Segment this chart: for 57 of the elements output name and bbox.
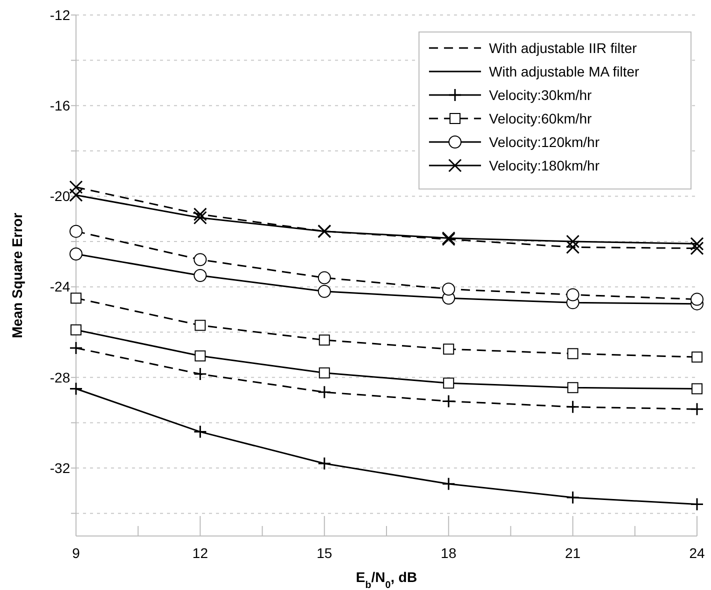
point [69,341,83,355]
point [70,224,82,238]
x-tick-label: 18 [440,545,457,561]
point [567,382,578,394]
y-tick-label: -12 [50,6,70,23]
y-tick-label: -24 [50,278,70,295]
point [69,180,83,194]
point [318,271,331,284]
y-axis-title: Mean Square Error [9,212,25,338]
point [566,234,580,248]
point [690,237,704,251]
x-tick-label: 12 [192,545,208,561]
point [566,240,580,254]
legend-label: Velocity:120km/hr [489,134,600,150]
x-axis-title: E$_{b}$/N$_{0}$, dB [356,569,418,590]
point [70,247,82,260]
legend-label: Velocity:30km/hr [489,86,592,103]
point [69,382,83,396]
point [193,367,207,381]
point [318,456,332,470]
y-tick-label: -16 [50,98,70,114]
point [443,344,454,355]
point [194,350,206,362]
point [70,324,82,336]
point [194,320,206,331]
point [318,367,330,378]
y-tick-label: -32 [50,460,70,476]
point [692,383,702,394]
point [690,242,704,256]
point [690,292,704,306]
legend-label: With adjustable MA filter [489,63,640,80]
legend-label: Velocity:60km/hr [489,110,592,126]
point [692,352,702,363]
point [193,425,207,439]
point [690,402,704,416]
point [193,208,207,222]
point [318,385,332,399]
point [69,188,83,202]
point [442,282,456,296]
y-tick-label: -20 [50,188,70,204]
point [567,348,578,360]
point [318,334,330,346]
legend-label: With adjustable IIR filter [489,40,638,56]
y-tick-label: -28 [50,369,70,386]
point [318,284,331,298]
x-tick-label: 15 [316,545,332,561]
point [194,253,207,266]
point [194,269,207,282]
x-tick-label: 9 [72,545,80,561]
point [70,292,82,304]
point [566,400,580,414]
point [566,288,580,302]
point [443,378,454,389]
legend-label: Velocity:180km/hr [489,157,600,174]
x-tick-label: 21 [565,545,581,561]
x-tick-label: 24 [689,545,705,561]
point [193,210,207,224]
